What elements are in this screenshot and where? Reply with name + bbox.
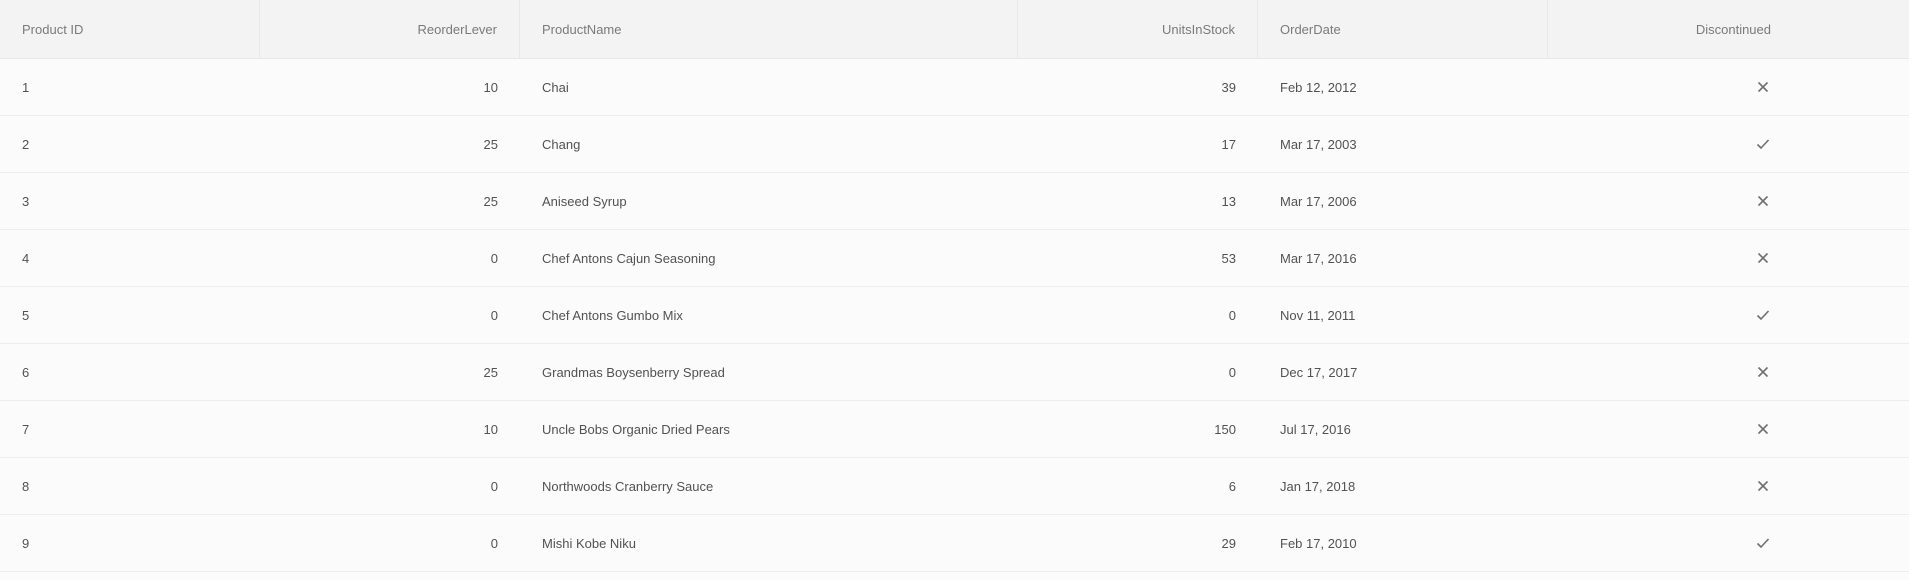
cell-units-in-stock: 17 [1018, 116, 1258, 172]
cell-product-id: 6 [0, 344, 260, 400]
cross-icon [1755, 79, 1771, 95]
grid-header: Product ID ReorderLever ProductName Unit… [0, 0, 1909, 59]
cell-order-date: Feb 17, 2010 [1258, 515, 1548, 571]
column-header-discontinued[interactable]: Discontinued [1548, 0, 1793, 58]
data-grid: Product ID ReorderLever ProductName Unit… [0, 0, 1909, 580]
table-row[interactable]: 40Chef Antons Cajun Seasoning53Mar 17, 2… [0, 230, 1909, 287]
cell-discontinued [1548, 173, 1793, 229]
cell-units-in-stock: 6 [1018, 458, 1258, 514]
cell-order-date: Mar 17, 2016 [1258, 230, 1548, 286]
cell-product-name: Grandmas Boysenberry Spread [520, 344, 1018, 400]
cell-discontinued [1548, 230, 1793, 286]
cell-discontinued [1548, 344, 1793, 400]
cell-discontinued [1548, 401, 1793, 457]
cell-reorder-level: 0 [260, 230, 520, 286]
cell-product-name: Uncle Bobs Organic Dried Pears [520, 401, 1018, 457]
cell-discontinued [1548, 458, 1793, 514]
table-row[interactable]: 225Chang17Mar 17, 2003 [0, 116, 1909, 173]
cell-units-in-stock: 150 [1018, 401, 1258, 457]
cell-units-in-stock: 39 [1018, 59, 1258, 115]
cell-order-date: Dec 17, 2017 [1258, 344, 1548, 400]
cell-units-in-stock: 53 [1018, 230, 1258, 286]
table-row[interactable]: 710Uncle Bobs Organic Dried Pears150Jul … [0, 401, 1909, 458]
cell-discontinued [1548, 59, 1793, 115]
column-header-product-id[interactable]: Product ID [0, 0, 260, 58]
cross-icon [1755, 478, 1771, 494]
cell-units-in-stock: 13 [1018, 173, 1258, 229]
cell-units-in-stock: 29 [1018, 515, 1258, 571]
cell-product-id: 4 [0, 230, 260, 286]
cell-product-name: Aniseed Syrup [520, 173, 1018, 229]
column-header-reorder-level[interactable]: ReorderLever [260, 0, 520, 58]
cell-order-date: Nov 11, 2011 [1258, 287, 1548, 343]
cross-icon [1755, 193, 1771, 209]
check-icon [1755, 535, 1771, 551]
cell-order-date: Jan 17, 2018 [1258, 458, 1548, 514]
table-row[interactable]: 625Grandmas Boysenberry Spread0Dec 17, 2… [0, 344, 1909, 401]
column-header-product-name[interactable]: ProductName [520, 0, 1018, 58]
cell-reorder-level: 25 [260, 344, 520, 400]
cross-icon [1755, 250, 1771, 266]
cell-order-date: Mar 17, 2003 [1258, 116, 1548, 172]
cell-reorder-level: 0 [260, 458, 520, 514]
cell-product-id: 2 [0, 116, 260, 172]
cell-units-in-stock: 0 [1018, 287, 1258, 343]
cell-units-in-stock: 0 [1018, 344, 1258, 400]
cell-product-id: 7 [0, 401, 260, 457]
grid-body[interactable]: 110Chai39Feb 12, 2012225Chang17Mar 17, 2… [0, 59, 1909, 580]
cell-reorder-level: 0 [260, 515, 520, 571]
cross-icon [1755, 364, 1771, 380]
cell-product-id: 5 [0, 287, 260, 343]
cell-product-id: 1 [0, 59, 260, 115]
cell-order-date: Mar 17, 2006 [1258, 173, 1548, 229]
cell-reorder-level: 25 [260, 116, 520, 172]
cell-order-date: Feb 12, 2012 [1258, 59, 1548, 115]
cell-discontinued [1548, 116, 1793, 172]
cell-reorder-level: 25 [260, 173, 520, 229]
cell-reorder-level: 10 [260, 401, 520, 457]
cell-product-name: Chef Antons Gumbo Mix [520, 287, 1018, 343]
table-row[interactable]: 110Chai39Feb 12, 2012 [0, 59, 1909, 116]
cell-product-id: 3 [0, 173, 260, 229]
cell-product-name: Chef Antons Cajun Seasoning [520, 230, 1018, 286]
cell-discontinued [1548, 287, 1793, 343]
cell-reorder-level: 0 [260, 287, 520, 343]
check-icon [1755, 136, 1771, 152]
cell-product-name: Mishi Kobe Niku [520, 515, 1018, 571]
table-row[interactable]: 80Northwoods Cranberry Sauce6Jan 17, 201… [0, 458, 1909, 515]
cell-product-name: Northwoods Cranberry Sauce [520, 458, 1018, 514]
table-row[interactable]: 325Aniseed Syrup13Mar 17, 2006 [0, 173, 1909, 230]
cell-product-id: 8 [0, 458, 260, 514]
check-icon [1755, 307, 1771, 323]
cell-discontinued [1548, 515, 1793, 571]
column-header-order-date[interactable]: OrderDate [1258, 0, 1548, 58]
column-header-units-in-stock[interactable]: UnitsInStock [1018, 0, 1258, 58]
cell-reorder-level: 10 [260, 59, 520, 115]
table-row[interactable]: 90Mishi Kobe Niku29Feb 17, 2010 [0, 515, 1909, 572]
cell-order-date: Jul 17, 2016 [1258, 401, 1548, 457]
cell-product-name: Chang [520, 116, 1018, 172]
table-row[interactable]: 50Chef Antons Gumbo Mix0Nov 11, 2011 [0, 287, 1909, 344]
cell-product-name: Chai [520, 59, 1018, 115]
cross-icon [1755, 421, 1771, 437]
cell-product-id: 9 [0, 515, 260, 571]
